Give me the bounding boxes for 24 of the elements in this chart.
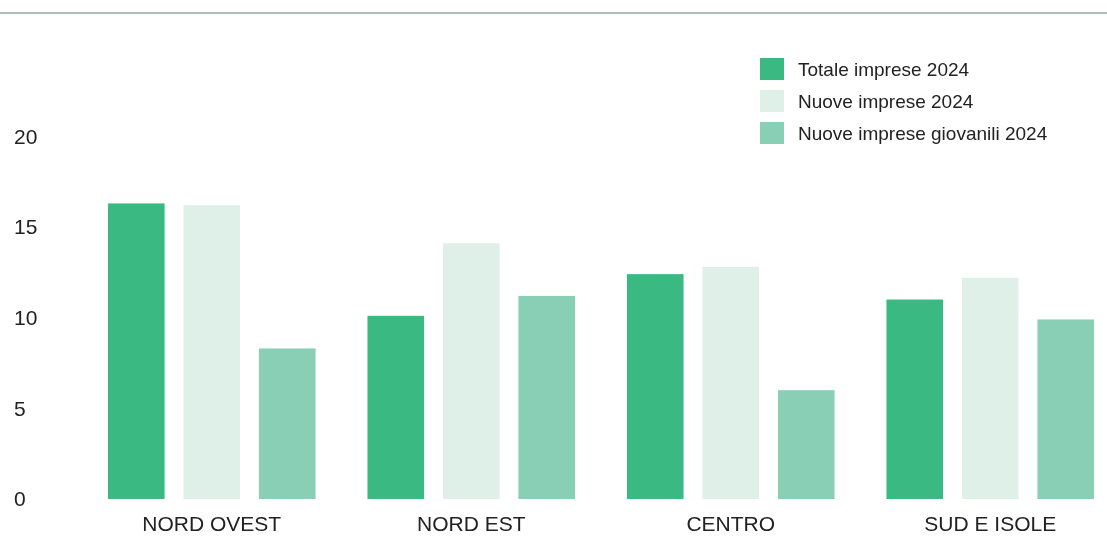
bar [1037,319,1095,499]
bar [702,266,760,499]
legend-label: Nuove imprese giovanili 2024 [798,122,1048,144]
bar [367,315,425,499]
bar [886,299,944,499]
x-tick-label: SUD E ISOLE [924,512,1057,535]
y-tick-label: 20 [14,124,38,148]
bar [626,274,684,499]
legend-label: Nuove imprese 2024 [798,90,974,112]
y-tick-label: 10 [14,306,38,330]
legend-label: Totale imprese 2024 [798,58,970,80]
y-tick-label: 0 [14,487,26,511]
x-tick-label: NORD OVEST [142,512,282,535]
y-tick-label: 5 [14,396,26,420]
bar [107,203,165,499]
y-tick-label: 15 [14,215,38,239]
bar [442,243,500,499]
bar [518,295,576,499]
x-tick-label: CENTRO [686,512,776,535]
bar [183,205,241,499]
x-tick-label: NORD EST [417,512,526,535]
bar [961,277,1019,499]
bar [777,390,835,499]
bar [258,348,316,499]
